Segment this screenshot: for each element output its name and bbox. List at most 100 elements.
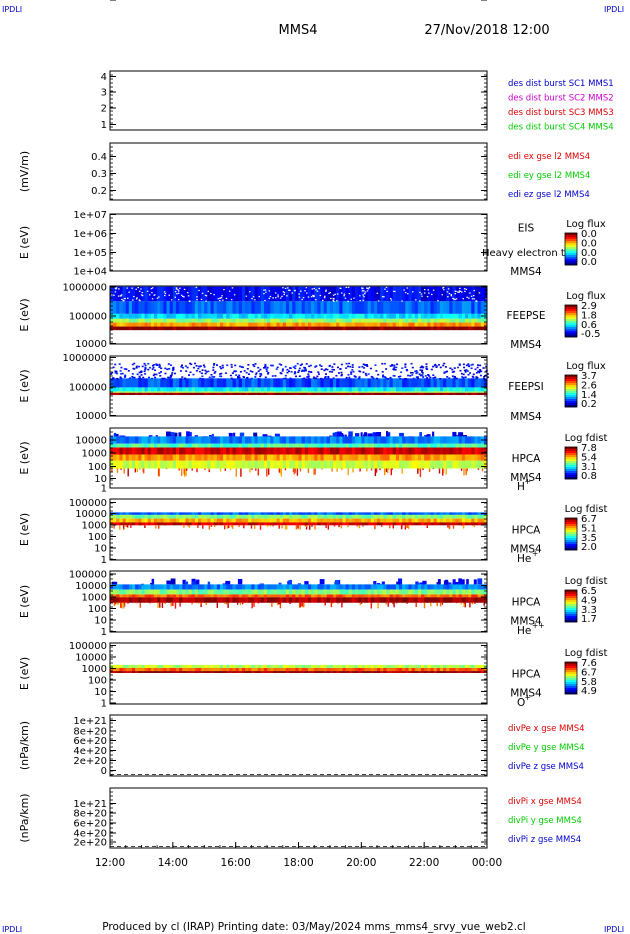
- spectrogram-speckle: [381, 375, 384, 378]
- spectrogram-cell: [285, 301, 290, 314]
- spectrogram-cell: [408, 318, 412, 323]
- spectrogram-cell: [289, 301, 293, 314]
- spectrogram-cell: [317, 667, 321, 672]
- spectrogram-cell: [373, 671, 378, 673]
- spectrogram-cell: [408, 512, 412, 515]
- spectrogram-spike: [458, 582, 463, 585]
- spectrogram-cell: [232, 460, 237, 469]
- spectrogram-cell: [292, 514, 296, 519]
- spectrogram-spike: [395, 602, 398, 604]
- spectrogram-cell: [172, 447, 177, 455]
- spectrogram-cell: [339, 322, 343, 327]
- spectrogram-speckle: [307, 375, 310, 377]
- spectrogram-cell: [201, 667, 205, 672]
- spectrogram-cell: [452, 436, 456, 444]
- colorbar-segment: [565, 520, 577, 523]
- spectrogram-speckle: [184, 365, 187, 367]
- colorbar-frame: [564, 232, 578, 266]
- spectrogram-cell: [289, 378, 293, 388]
- spectrogram-cell: [188, 522, 193, 526]
- spectrogram-cell: [219, 664, 224, 668]
- spectrogram-cell: [314, 313, 318, 319]
- spectrogram-cell: [333, 322, 337, 327]
- spectrogram-spike: [469, 602, 471, 608]
- spectrogram-cell: [471, 326, 475, 331]
- spectrogram-cell: [348, 454, 353, 461]
- spectrogram-speckle: [367, 373, 370, 375]
- spectrogram-cell: [392, 589, 397, 595]
- spectrogram-cell: [348, 512, 353, 515]
- spectrogram-cell: [411, 286, 416, 302]
- legend-entry: des dist burst SC2 MMS2: [508, 94, 614, 104]
- spectrogram-cell: [273, 584, 277, 590]
- spectrogram-cell: [304, 436, 309, 444]
- spectrogram-cell: [439, 286, 444, 302]
- spectrogram-speckle: [363, 296, 365, 298]
- spectrogram-cell: [336, 589, 340, 595]
- colorbar-segment: [565, 594, 577, 597]
- spectrogram-cell: [128, 460, 133, 469]
- spectrogram-cell: [185, 667, 189, 672]
- spectrogram-cell: [455, 454, 460, 461]
- spectrogram-cell: [348, 518, 353, 523]
- spectrogram-speckle: [127, 297, 129, 299]
- spectrogram-spike: [232, 525, 234, 529]
- spectrogram-cell: [219, 286, 224, 302]
- spectrogram-cell: [125, 512, 130, 515]
- spectrogram-speckle: [455, 298, 458, 300]
- y-tick-label: 3: [101, 88, 107, 99]
- spectrogram-cell: [461, 454, 466, 461]
- spectrogram-cell: [449, 301, 453, 314]
- spectrogram-cell: [345, 522, 350, 526]
- colorbar-segment: [565, 401, 577, 404]
- spectrogram-spike: [391, 468, 393, 470]
- spectrogram-cell: [122, 518, 127, 523]
- spectrogram-cell: [135, 318, 139, 323]
- spectrogram-cell: [417, 514, 422, 519]
- spectrogram-cell: [373, 594, 378, 598]
- spectrogram-cell: [185, 514, 189, 519]
- spectrogram-cell: [292, 378, 296, 388]
- spectrogram-cell: [141, 392, 145, 396]
- spectrogram-cell: [138, 664, 142, 668]
- spectrogram-cell: [125, 301, 130, 314]
- instrument-label: FEEPSI: [508, 381, 543, 393]
- spectrogram-cell: [116, 597, 120, 603]
- spectrogram-cell: [465, 436, 469, 444]
- spectrogram-spike: [186, 468, 188, 471]
- spectrogram-cell: [304, 664, 309, 668]
- spectrogram-speckle: [337, 366, 339, 369]
- spectrogram-cell: [182, 584, 186, 590]
- colorbar-segment: [565, 313, 577, 316]
- spectrogram-cell: [402, 597, 406, 603]
- spectrogram-spike: [237, 579, 243, 585]
- spectrogram-speckle: [359, 300, 361, 302]
- spectrogram-speckle: [427, 375, 430, 377]
- spectrogram-cell: [241, 664, 246, 668]
- spectrogram-cell: [251, 671, 255, 673]
- spectrogram-cell: [219, 392, 224, 396]
- spectrogram-spike: [341, 468, 343, 470]
- spectrogram-spike: [127, 602, 129, 604]
- spectrogram-speckle: [114, 363, 117, 366]
- spectrogram-cell: [336, 392, 340, 396]
- spectrogram-cell: [417, 447, 422, 455]
- spectrogram-speckle: [286, 295, 288, 297]
- spectrogram-cell: [147, 584, 152, 590]
- spectrogram-cell: [323, 443, 328, 448]
- spectrogram-cell: [333, 664, 337, 668]
- spectrogram-speckle: [254, 363, 257, 365]
- spectrogram-cell: [304, 378, 309, 388]
- spectrogram-speckle: [131, 363, 134, 366]
- spectrogram-cell: [461, 322, 466, 327]
- spectrogram-cell: [197, 522, 202, 526]
- spectrogram-speckle: [457, 366, 460, 369]
- spectrogram-cell: [345, 460, 350, 469]
- spectrogram-speckle: [305, 363, 308, 365]
- spectrogram-cell: [285, 447, 290, 455]
- spectrogram-cell: [421, 326, 425, 331]
- spectrogram-cell: [263, 594, 268, 598]
- spectrogram-cell: [474, 301, 478, 314]
- spectrogram-cell: [361, 584, 365, 590]
- spectrogram-cell: [351, 597, 356, 603]
